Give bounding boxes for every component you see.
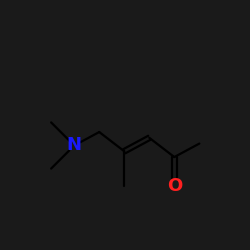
Circle shape <box>68 140 80 151</box>
Circle shape <box>168 180 180 192</box>
Text: N: N <box>67 136 82 154</box>
Text: O: O <box>167 177 182 195</box>
